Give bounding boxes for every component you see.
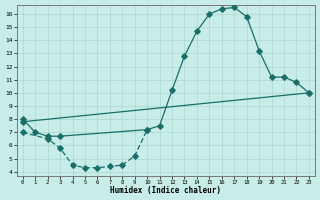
X-axis label: Humidex (Indice chaleur): Humidex (Indice chaleur) bbox=[110, 186, 221, 195]
